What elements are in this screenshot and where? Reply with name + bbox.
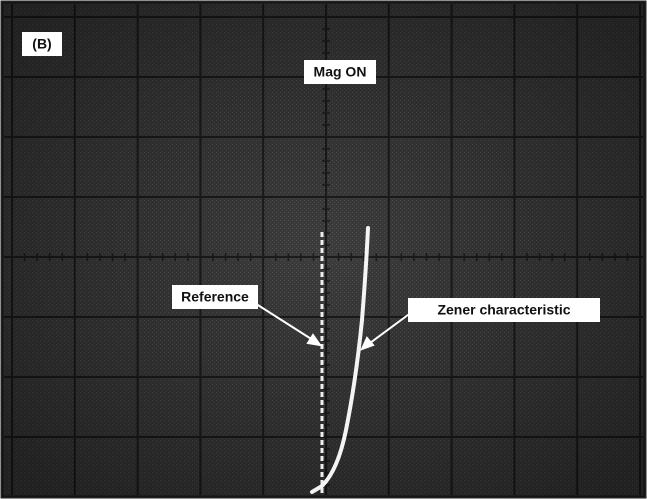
zener-arrow <box>365 311 413 347</box>
reference-label: Reference <box>181 289 249 305</box>
zener-arrowhead <box>360 336 375 351</box>
zener-trace <box>310 226 370 494</box>
zener-label-box <box>408 298 600 322</box>
reference-arrow <box>249 299 317 343</box>
mode-label-box <box>304 60 376 84</box>
panel-label-box <box>22 32 62 56</box>
arrows <box>249 299 413 351</box>
zener-label: Zener characteristic <box>437 302 570 318</box>
panel-label: (B) <box>32 36 51 52</box>
reference-arrowhead <box>306 333 323 347</box>
mode-label: Mag ON <box>314 64 367 80</box>
reference-label-box <box>172 285 258 309</box>
